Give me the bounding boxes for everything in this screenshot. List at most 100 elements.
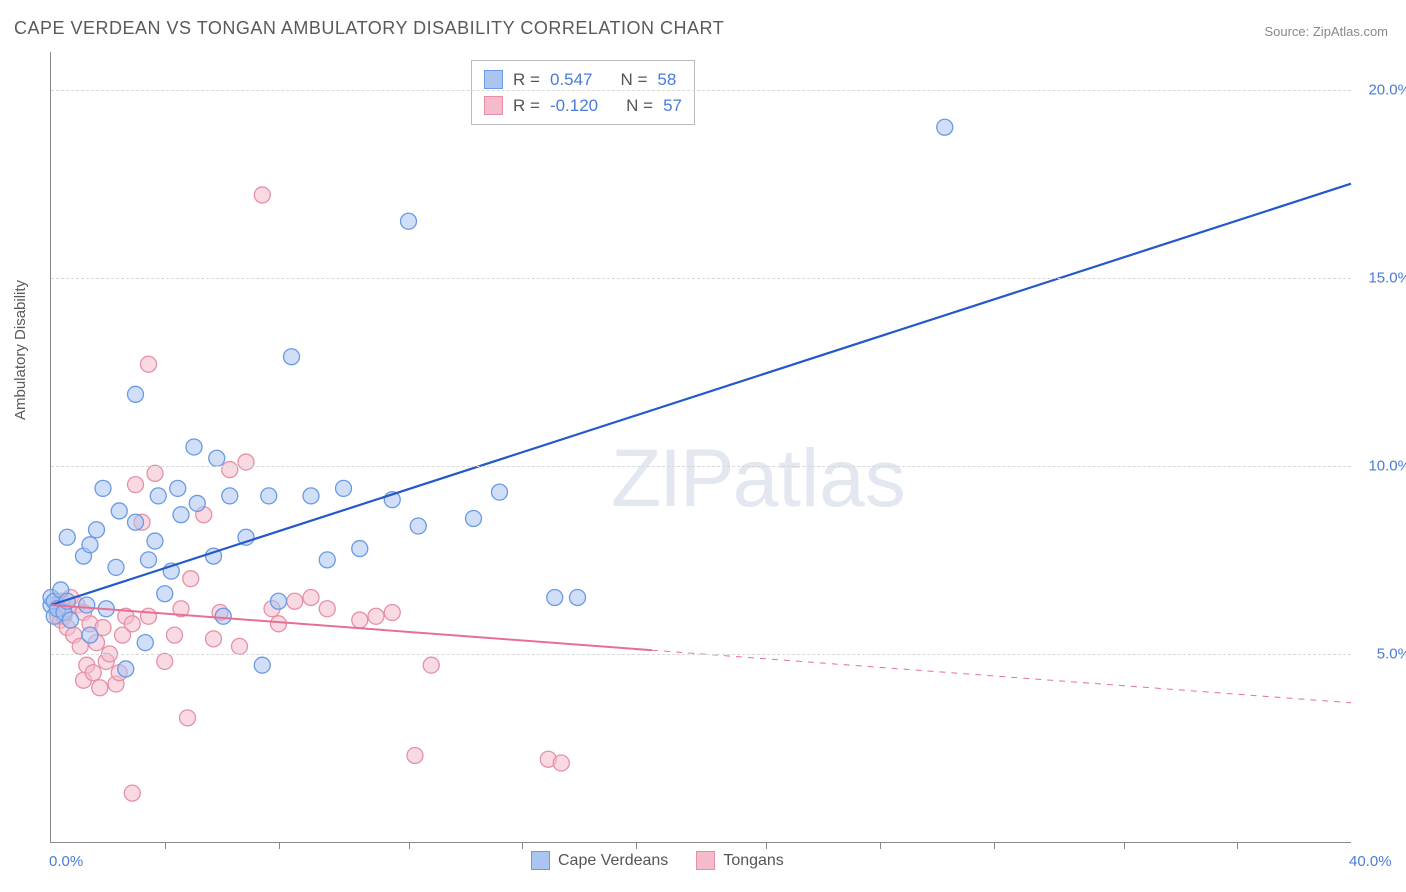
data-point xyxy=(319,601,335,617)
r-value-1: -0.120 xyxy=(550,93,598,119)
data-point xyxy=(466,510,482,526)
x-tick xyxy=(1124,842,1125,849)
data-point xyxy=(79,597,95,613)
data-point xyxy=(111,503,127,519)
legend-stats-row-1: R = -0.120 N = 57 xyxy=(484,93,682,119)
data-point xyxy=(170,480,186,496)
x-tick xyxy=(409,842,410,849)
n-label-1: N = xyxy=(626,93,653,119)
legend-swatch-0 xyxy=(484,70,503,89)
legend-bottom-label-0: Cape Verdeans xyxy=(558,852,668,870)
data-point xyxy=(82,627,98,643)
data-point xyxy=(95,480,111,496)
r-label-1: R = xyxy=(513,93,540,119)
data-point xyxy=(147,533,163,549)
data-point xyxy=(222,488,238,504)
legend-stats: R = 0.547 N = 58 R = -0.120 N = 57 xyxy=(471,60,695,125)
data-point xyxy=(254,187,270,203)
data-point xyxy=(92,680,108,696)
data-point xyxy=(271,593,287,609)
legend-bottom-swatch-0 xyxy=(531,851,550,870)
data-point xyxy=(59,529,75,545)
x-tick-label: 0.0% xyxy=(49,853,83,870)
data-point xyxy=(124,785,140,801)
data-point xyxy=(186,439,202,455)
chart-title: CAPE VERDEAN VS TONGAN AMBULATORY DISABI… xyxy=(14,18,724,39)
x-tick xyxy=(165,842,166,849)
data-point xyxy=(128,514,144,530)
data-point xyxy=(63,612,79,628)
data-point xyxy=(261,488,277,504)
y-axis-title: Ambulatory Disability xyxy=(12,280,29,420)
x-tick xyxy=(880,842,881,849)
data-point xyxy=(222,462,238,478)
x-tick xyxy=(279,842,280,849)
data-point xyxy=(352,612,368,628)
data-point xyxy=(303,589,319,605)
gridline xyxy=(51,278,1351,279)
gridline xyxy=(51,654,1351,655)
data-point xyxy=(492,484,508,500)
trend-line-extrapolated xyxy=(652,650,1351,703)
data-point xyxy=(157,653,173,669)
legend-bottom-item-1: Tongans xyxy=(696,851,784,870)
data-point xyxy=(410,518,426,534)
data-point xyxy=(232,638,248,654)
data-point xyxy=(553,755,569,771)
x-tick xyxy=(994,842,995,849)
data-point xyxy=(384,605,400,621)
data-point xyxy=(180,710,196,726)
data-point xyxy=(271,616,287,632)
data-point xyxy=(118,661,134,677)
data-point xyxy=(137,635,153,651)
data-point xyxy=(128,386,144,402)
legend-bottom-swatch-1 xyxy=(696,851,715,870)
plot-area: ZIPatlas R = 0.547 N = 58 R = -0.120 N =… xyxy=(50,52,1351,843)
legend-swatch-1 xyxy=(484,96,503,115)
x-tick xyxy=(522,842,523,849)
data-point xyxy=(937,119,953,135)
y-tick-label: 5.0% xyxy=(1377,645,1406,662)
data-point xyxy=(303,488,319,504)
n-value-1: 57 xyxy=(663,93,682,119)
gridline xyxy=(51,466,1351,467)
data-point xyxy=(209,450,225,466)
data-point xyxy=(157,586,173,602)
data-point xyxy=(319,552,335,568)
data-point xyxy=(547,589,563,605)
x-tick xyxy=(636,842,637,849)
legend-bottom-label-1: Tongans xyxy=(723,852,784,870)
y-tick-label: 15.0% xyxy=(1368,269,1406,286)
x-tick xyxy=(1237,842,1238,849)
data-point xyxy=(150,488,166,504)
y-tick-label: 10.0% xyxy=(1368,457,1406,474)
data-point xyxy=(89,522,105,538)
trend-line xyxy=(51,184,1351,605)
data-point xyxy=(141,552,157,568)
data-point xyxy=(173,507,189,523)
data-point xyxy=(570,589,586,605)
x-tick-label: 40.0% xyxy=(1349,853,1392,870)
data-point xyxy=(141,356,157,372)
data-point xyxy=(183,571,199,587)
data-point xyxy=(401,213,417,229)
data-point xyxy=(336,480,352,496)
data-point xyxy=(82,537,98,553)
gridline xyxy=(51,90,1351,91)
data-point xyxy=(254,657,270,673)
data-point xyxy=(128,477,144,493)
data-point xyxy=(141,608,157,624)
data-point xyxy=(189,495,205,511)
scatter-svg xyxy=(51,52,1351,842)
data-point xyxy=(287,593,303,609)
data-point xyxy=(284,349,300,365)
data-point xyxy=(108,559,124,575)
data-point xyxy=(352,541,368,557)
y-tick-label: 20.0% xyxy=(1368,81,1406,98)
data-point xyxy=(124,616,140,632)
source-label: Source: ZipAtlas.com xyxy=(1264,24,1388,39)
data-point xyxy=(85,665,101,681)
data-point xyxy=(407,747,423,763)
data-point xyxy=(147,465,163,481)
data-point xyxy=(215,608,231,624)
